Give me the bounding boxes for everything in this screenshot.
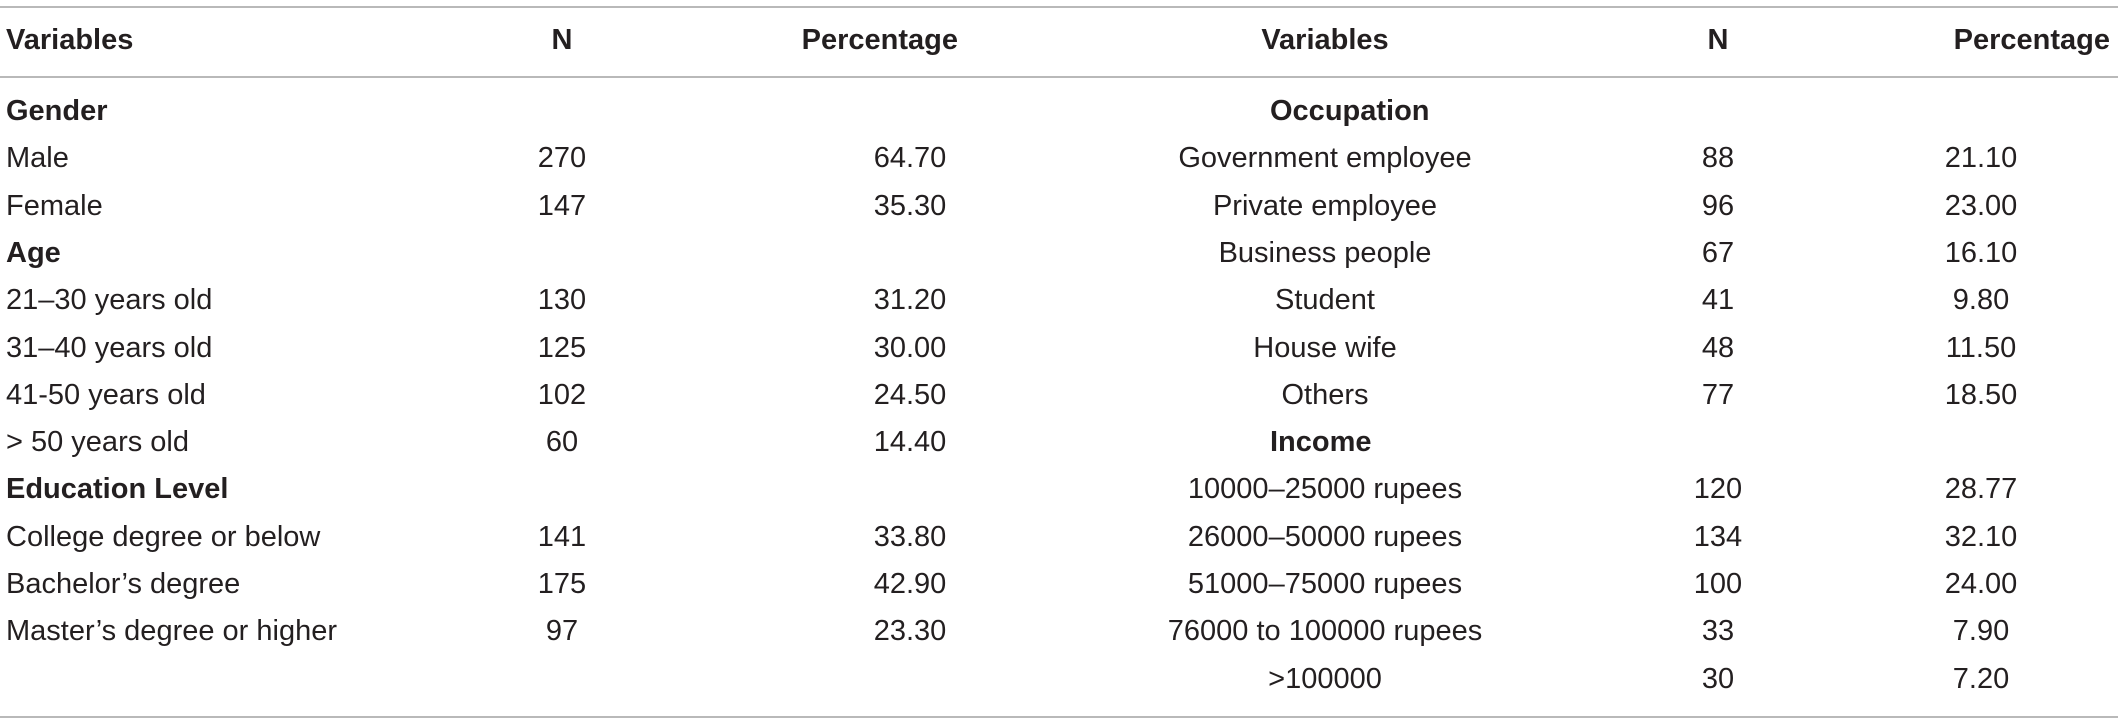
row-n: 141 xyxy=(537,521,587,553)
row-n: 60 xyxy=(545,426,579,458)
row-label: Business people xyxy=(1218,237,1432,269)
header-n-right: N xyxy=(1707,24,1729,56)
table-top-rule xyxy=(0,6,2118,8)
group-heading: Age xyxy=(6,237,61,269)
row-n: 30 xyxy=(1701,663,1735,695)
row-percentage: 32.10 xyxy=(1944,521,2018,553)
table-bottom-rule xyxy=(0,716,2118,718)
header-variables: Variables xyxy=(6,24,134,56)
row-n: 147 xyxy=(537,190,587,222)
group-heading: Education Level xyxy=(6,473,229,505)
row-n: 67 xyxy=(1701,237,1735,269)
group-heading: Gender xyxy=(6,95,108,127)
row-n: 41 xyxy=(1701,284,1735,316)
row-label: 10000–25000 rupees xyxy=(1187,473,1463,505)
row-label: Government employee xyxy=(1178,142,1472,174)
group-heading: Income xyxy=(1270,426,1372,458)
row-percentage: 18.50 xyxy=(1944,379,2018,411)
header-percentage: Percentage xyxy=(801,24,958,56)
row-percentage: 9.80 xyxy=(1952,284,2010,316)
row-n: 120 xyxy=(1693,473,1743,505)
row-label: 41-50 years old xyxy=(6,379,206,411)
row-n: 130 xyxy=(537,284,587,316)
row-percentage: 33.80 xyxy=(873,521,947,553)
row-n: 100 xyxy=(1693,568,1743,600)
row-label: Male xyxy=(6,142,69,174)
row-percentage: 16.10 xyxy=(1944,237,2018,269)
row-percentage: 28.77 xyxy=(1944,473,2018,505)
row-percentage: 7.20 xyxy=(1952,663,2010,695)
row-percentage: 64.70 xyxy=(873,142,947,174)
row-label: College degree or below xyxy=(6,521,321,553)
row-n: 77 xyxy=(1701,379,1735,411)
row-label: Master’s degree or higher xyxy=(6,615,337,647)
row-n: 96 xyxy=(1701,190,1735,222)
row-percentage: 24.00 xyxy=(1944,568,2018,600)
row-n: 33 xyxy=(1701,615,1735,647)
row-n: 102 xyxy=(537,379,587,411)
group-heading: Occupation xyxy=(1270,95,1430,127)
row-n: 48 xyxy=(1701,332,1735,364)
row-label: >100000 xyxy=(1268,663,1382,695)
header-n: N xyxy=(551,24,573,56)
row-label: 31–40 years old xyxy=(6,332,213,364)
row-percentage: 35.30 xyxy=(873,190,947,222)
row-percentage: 23.00 xyxy=(1944,190,2018,222)
row-percentage: 11.50 xyxy=(1945,332,2017,364)
row-percentage: 24.50 xyxy=(873,379,947,411)
row-percentage: 7.90 xyxy=(1952,615,2010,647)
row-label: Female xyxy=(6,190,103,222)
row-percentage: 42.90 xyxy=(873,568,947,600)
header-variables-right: Variables xyxy=(1261,24,1389,56)
header-percentage-right: Percentage xyxy=(1953,24,2110,56)
row-label: 26000–50000 rupees xyxy=(1187,521,1463,553)
row-n: 270 xyxy=(537,142,587,174)
row-label: Bachelor’s degree xyxy=(6,568,241,600)
row-label: 76000 to 100000 rupees xyxy=(1167,615,1483,647)
row-percentage: 30.00 xyxy=(873,332,947,364)
row-label: Private employee xyxy=(1212,190,1438,222)
row-n: 125 xyxy=(537,332,587,364)
row-n: 88 xyxy=(1701,142,1735,174)
row-label: 21–30 years old xyxy=(6,284,213,316)
row-n: 97 xyxy=(545,615,579,647)
table-header-rule xyxy=(0,76,2118,78)
row-label: Student xyxy=(1275,284,1375,316)
row-percentage: 23.30 xyxy=(873,615,947,647)
row-percentage: 14.40 xyxy=(873,426,947,458)
row-label: House wife xyxy=(1253,332,1397,364)
row-percentage: 21.10 xyxy=(1944,142,2018,174)
row-label: > 50 years old xyxy=(6,426,189,458)
row-n: 134 xyxy=(1693,521,1743,553)
row-label: 51000–75000 rupees xyxy=(1187,568,1463,600)
row-percentage: 31.20 xyxy=(873,284,947,316)
row-n: 175 xyxy=(537,568,587,600)
row-label: Others xyxy=(1281,379,1369,411)
